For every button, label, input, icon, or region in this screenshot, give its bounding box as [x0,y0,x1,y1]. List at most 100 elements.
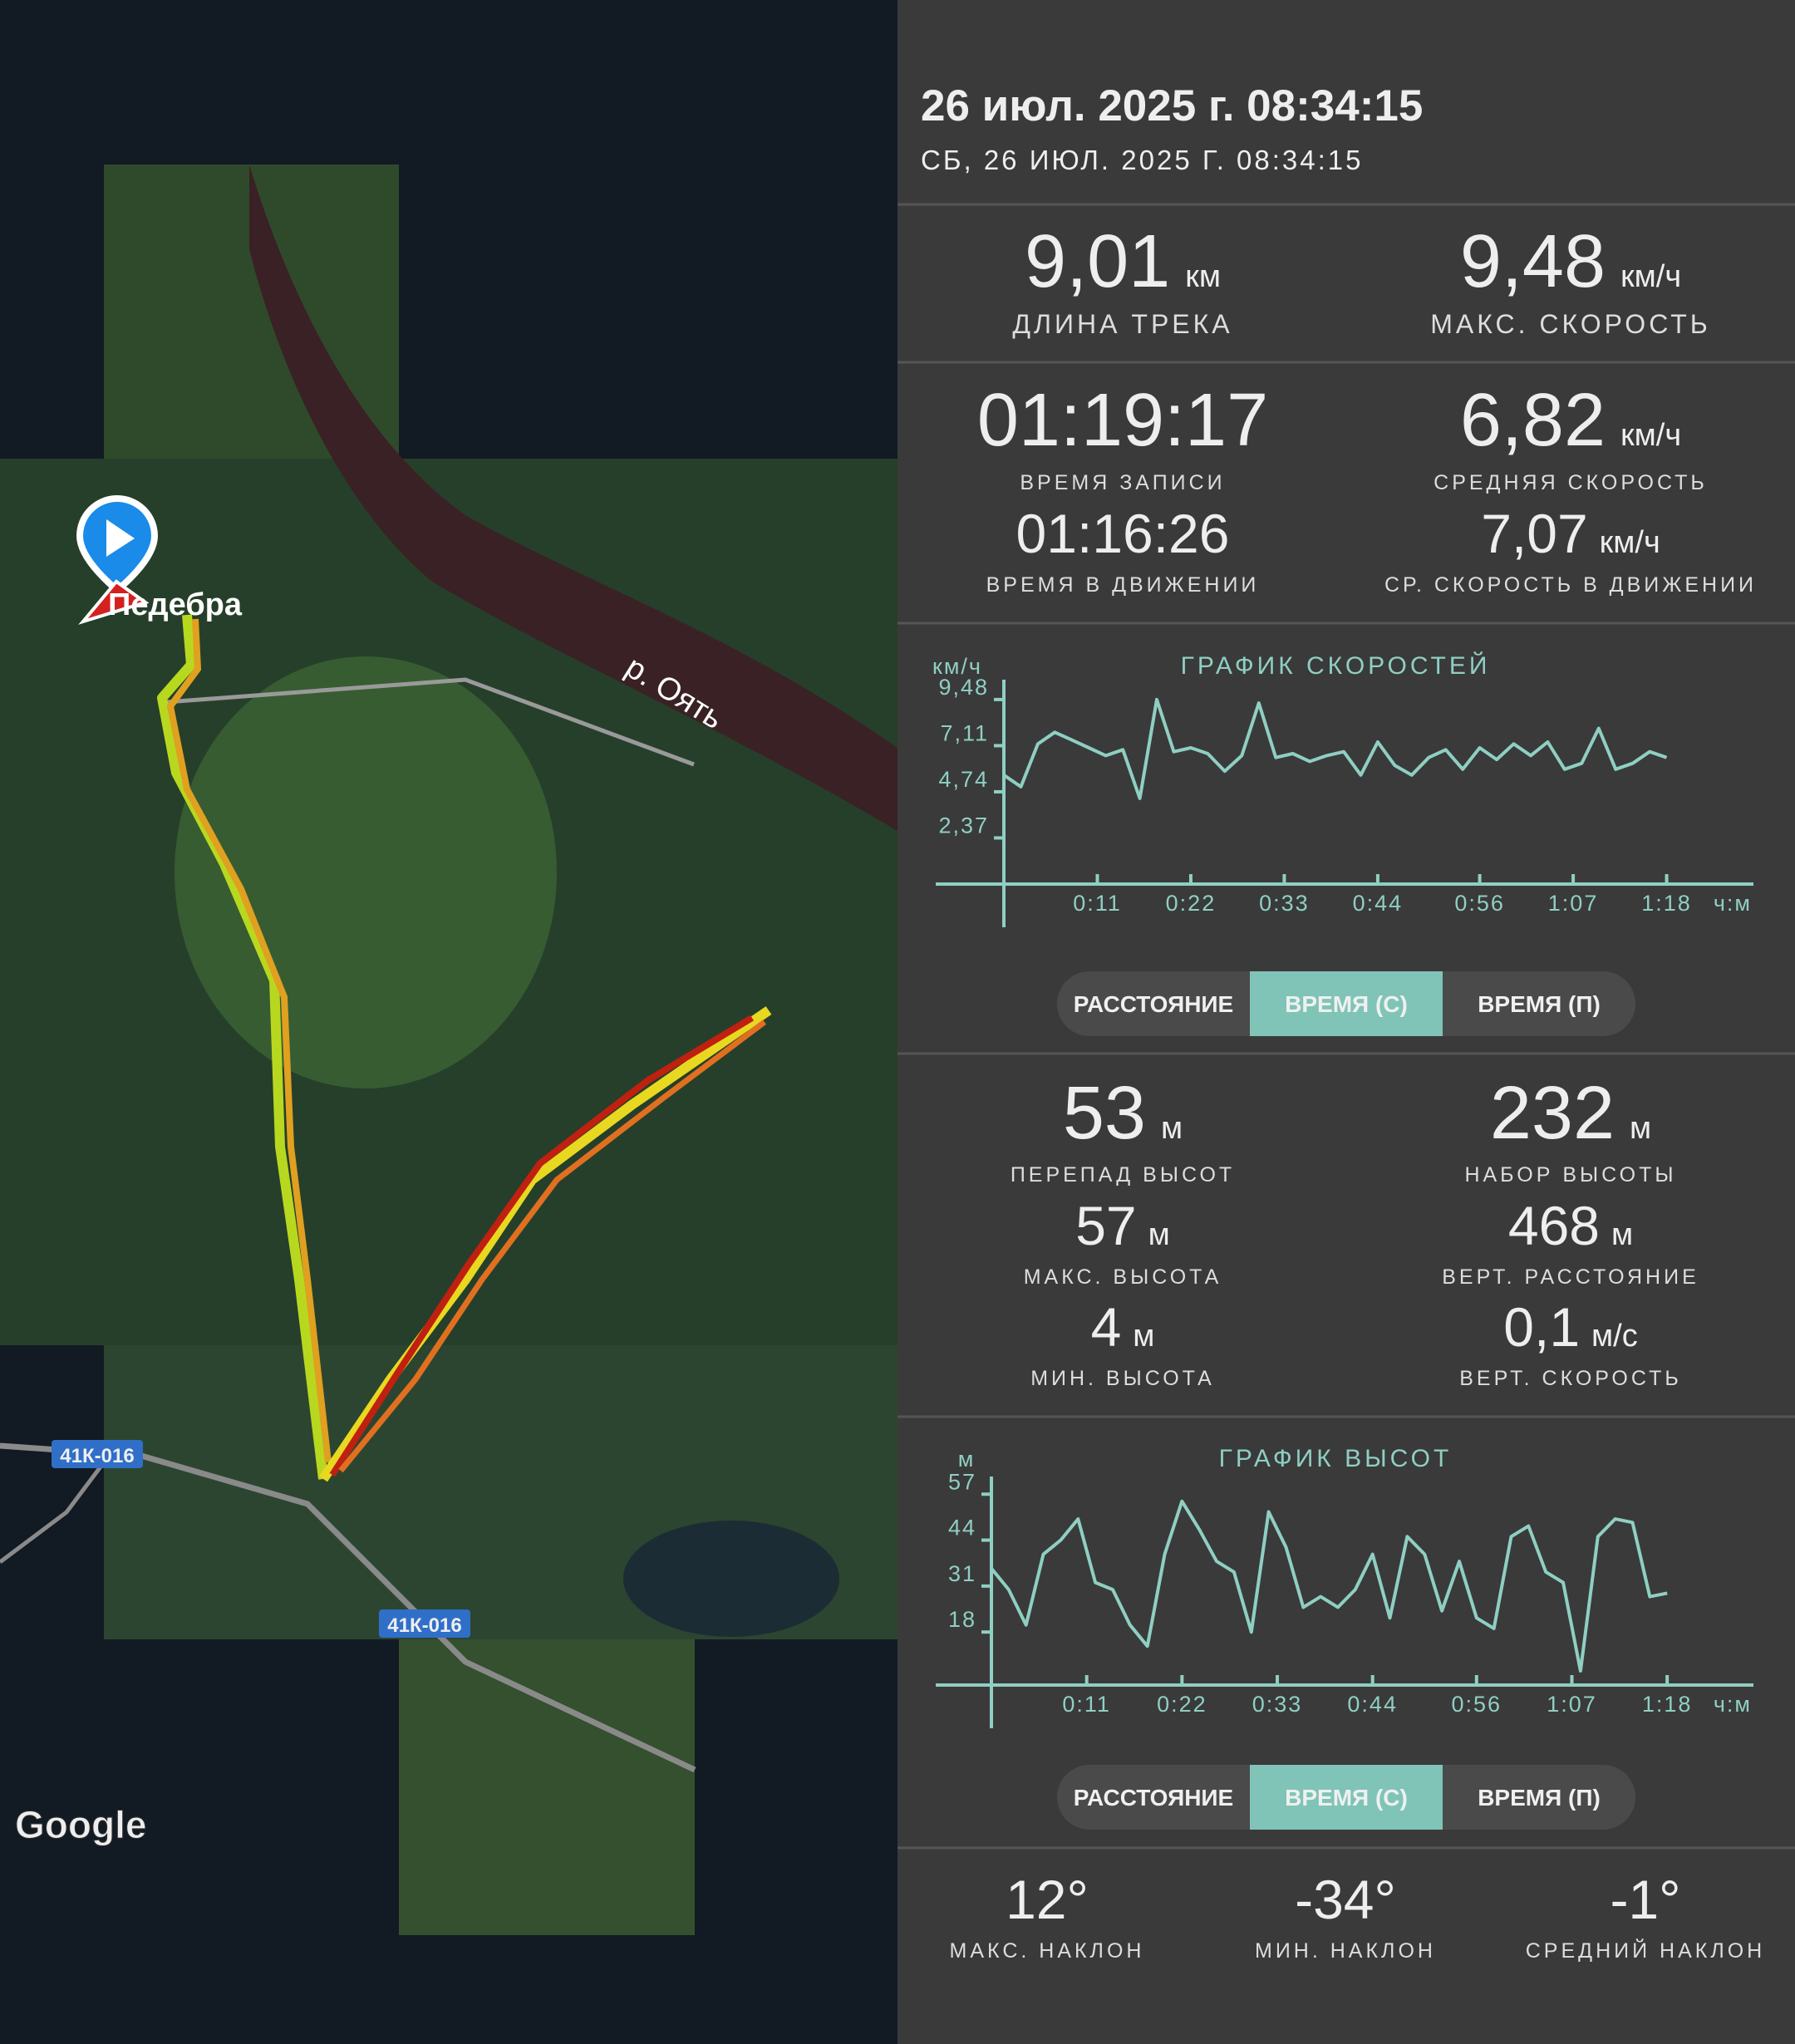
stat: 53 м [1063,1072,1183,1155]
stat-unit: км [1185,259,1221,294]
map-brand: Google [15,1803,146,1846]
road [0,1461,106,1564]
x-tick-label: 1:07 [1547,1692,1597,1717]
stat-unit: км/ч [1600,525,1660,560]
stat-label: МАКС. НАКЛОН [950,1939,1145,1963]
toggle-button[interactable]: ВРЕМЯ (П) [1478,991,1601,1017]
dividers [898,203,1795,1850]
toggle-button[interactable]: РАССТОЯНИЕ [1074,1785,1233,1811]
toggle-label: ВРЕМЯ (П) [1478,1785,1601,1811]
toggle-label: ВРЕМЯ (С) [1285,1785,1408,1811]
x-tick-label: 0:22 [1166,891,1217,916]
y-tick-label: 18 [948,1607,976,1632]
x-tick-label: 0:22 [1157,1692,1207,1717]
x-tick-label: 0:56 [1452,1692,1502,1717]
toggle-button[interactable]: ВРЕМЯ (С) [1250,1765,1443,1830]
stat-unit: км/ч [1620,418,1681,453]
x-axis-unit: ч:м [1714,891,1752,916]
stat: 232 м [1490,1072,1651,1155]
toggle-label: ВРЕМЯ (С) [1285,991,1408,1017]
x-tick-label: 0:11 [1073,891,1122,916]
road-label: 41К-016 [387,1614,461,1637]
stat-label: ВРЕМЯ В ДВИЖЕНИИ [986,573,1260,597]
stat-value: 6,82 [1460,379,1606,462]
x-tick-label: 0:56 [1454,891,1505,916]
road-label: 41К-016 [60,1445,134,1467]
stat: 7,07 км/ч [1481,503,1660,564]
stat-unit: км/ч [1620,259,1681,294]
stat-value: 53 [1063,1072,1146,1155]
stat-unit: м/с [1591,1319,1638,1354]
stat: 0,1 м/с [1503,1296,1637,1358]
lake [623,1521,839,1637]
stat-unit: м [1611,1217,1633,1252]
toggle-label: РАССТОЯНИЕ [1074,1785,1233,1811]
start-icon [106,519,135,557]
x-tick-label: 1:18 [1642,1692,1693,1717]
x-tick-label: 0:44 [1353,891,1404,916]
stat-value: 01:19:17 [977,379,1268,462]
stat: 9,48 км/ч [1460,220,1681,303]
stat-value: 7,07 [1481,503,1587,564]
y-tick-label: 31 [948,1561,976,1586]
x-tick-label: 0:33 [1259,891,1310,916]
x-tick-label: 1:18 [1641,891,1692,916]
x-tick-label: 0:33 [1252,1692,1303,1717]
y-tick-label: 7,11 [940,720,989,745]
y-axis-unit: км/ч [932,654,982,679]
y-tick-label: 9,48 [938,675,989,700]
stat-label: ВРЕМЯ ЗАПИСИ [1020,471,1225,494]
chart-title: ГРАФИК СКОРОСТЕЙ [1181,651,1491,680]
y-tick-label: 4,74 [938,767,989,792]
track [338,1020,767,1473]
stat-label: ПЕРЕПАД ВЫСОТ [1011,1163,1235,1187]
x-axis-unit: ч:м [1714,1692,1752,1717]
stat-label: ВЕРТ. СКОРОСТЬ [1459,1367,1682,1390]
toggle-button[interactable]: ВРЕМЯ (С) [1250,971,1443,1036]
toggle-button[interactable]: РАССТОЯНИЕ [1074,991,1233,1017]
road-badge [52,1440,143,1468]
stat-label: СРЕДНЯЯ СКОРОСТЬ [1434,471,1708,494]
stat-value: 12° [1006,1869,1089,1930]
altitude-chart: ГРАФИК ВЫСОТ м ч:м 18 31 44 57 0:11 0:22 0:33 0:44… [936,1445,1753,1830]
stat: 6,82 км/ч [1460,379,1681,462]
subtitle: СБ, 26 ИЮЛ. 2025 Г. 08:34:15 [921,145,1363,175]
stat-value: 468 [1508,1195,1600,1256]
chart-title: ГРАФИК ВЫСОТ [1219,1445,1453,1472]
stat-label: МИН. НАКЛОН [1255,1939,1436,1963]
track [166,618,332,1463]
map[interactable]: Педебра р. Оять 41К-016 41К-016 Google [0,165,898,1935]
line-series [1002,697,1668,800]
toggle-active [1250,971,1443,1036]
stat-label: ВЕРТ. РАССТОЯНИЕ [1442,1265,1699,1289]
stat-value: -34° [1295,1869,1396,1930]
x-tick-label: 1:07 [1548,891,1599,916]
stat: 9,01 км [1025,220,1221,303]
stat: 468 м [1508,1195,1633,1256]
toggle-label: ВРЕМЯ (П) [1478,991,1601,1017]
line-series [990,1499,1668,1673]
speed-chart: ГРАФИК СКОРОСТЕЙ км/ч ч:м 2,37 4,74 7,11 9,48 0… [932,651,1753,1036]
toggle-button[interactable]: ВРЕМЯ (П) [1478,1785,1601,1811]
finish-marker [78,579,150,625]
y-tick-label: 44 [948,1516,976,1540]
stat-label: СР. СКОРОСТЬ В ДВИЖЕНИИ [1384,573,1757,597]
track [329,1015,755,1477]
road [165,677,695,767]
stat-value: 4 [1091,1296,1122,1358]
map-tile [399,1639,695,1935]
stat-label: ДЛИНА ТРЕКА [1012,309,1232,339]
y-tick-label: 2,37 [938,813,989,838]
stat-unit: м [1133,1319,1154,1354]
stat: 57 м [1075,1195,1170,1256]
road-badge [379,1609,470,1638]
stat-label: МИН. ВЫСОТА [1030,1367,1215,1390]
stat-label: НАБОР ВЫСОТЫ [1464,1163,1676,1187]
stat-unit: м [1161,1111,1183,1146]
y-axis-unit: м [958,1447,976,1472]
stat-value: 9,48 [1460,220,1606,303]
stat-value: 232 [1490,1072,1615,1155]
stat-unit: м [1148,1217,1170,1252]
